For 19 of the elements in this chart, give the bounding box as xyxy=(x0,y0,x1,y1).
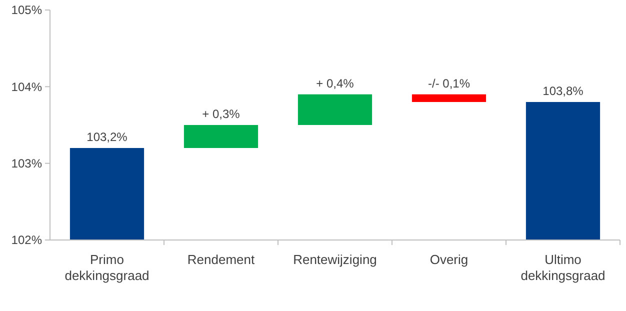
data-label: 103,2% xyxy=(86,130,128,144)
x-tick-label: Ultimo dekkingsgraad xyxy=(520,252,606,283)
x-tick-label: Overig xyxy=(430,252,468,267)
data-label: + 0,4% xyxy=(316,76,354,90)
data-label: 103,8% xyxy=(542,84,584,98)
bar xyxy=(298,94,372,125)
bar xyxy=(526,102,600,240)
y-tick-label: 102% xyxy=(11,233,42,248)
x-tick-label: Rendement xyxy=(187,252,255,267)
bar xyxy=(70,148,144,240)
x-tick-label: Primo dekkingsgraad xyxy=(64,252,150,283)
bar xyxy=(184,125,258,148)
x-tick-label: Rentewijziging xyxy=(293,252,377,267)
data-label: + 0,3% xyxy=(202,107,240,121)
data-label: -/- 0,1% xyxy=(428,76,470,90)
y-tick-label: 103% xyxy=(11,156,42,171)
y-tick-label: 104% xyxy=(11,80,42,94)
y-tick-label: 105% xyxy=(11,3,42,18)
bar xyxy=(412,94,486,102)
